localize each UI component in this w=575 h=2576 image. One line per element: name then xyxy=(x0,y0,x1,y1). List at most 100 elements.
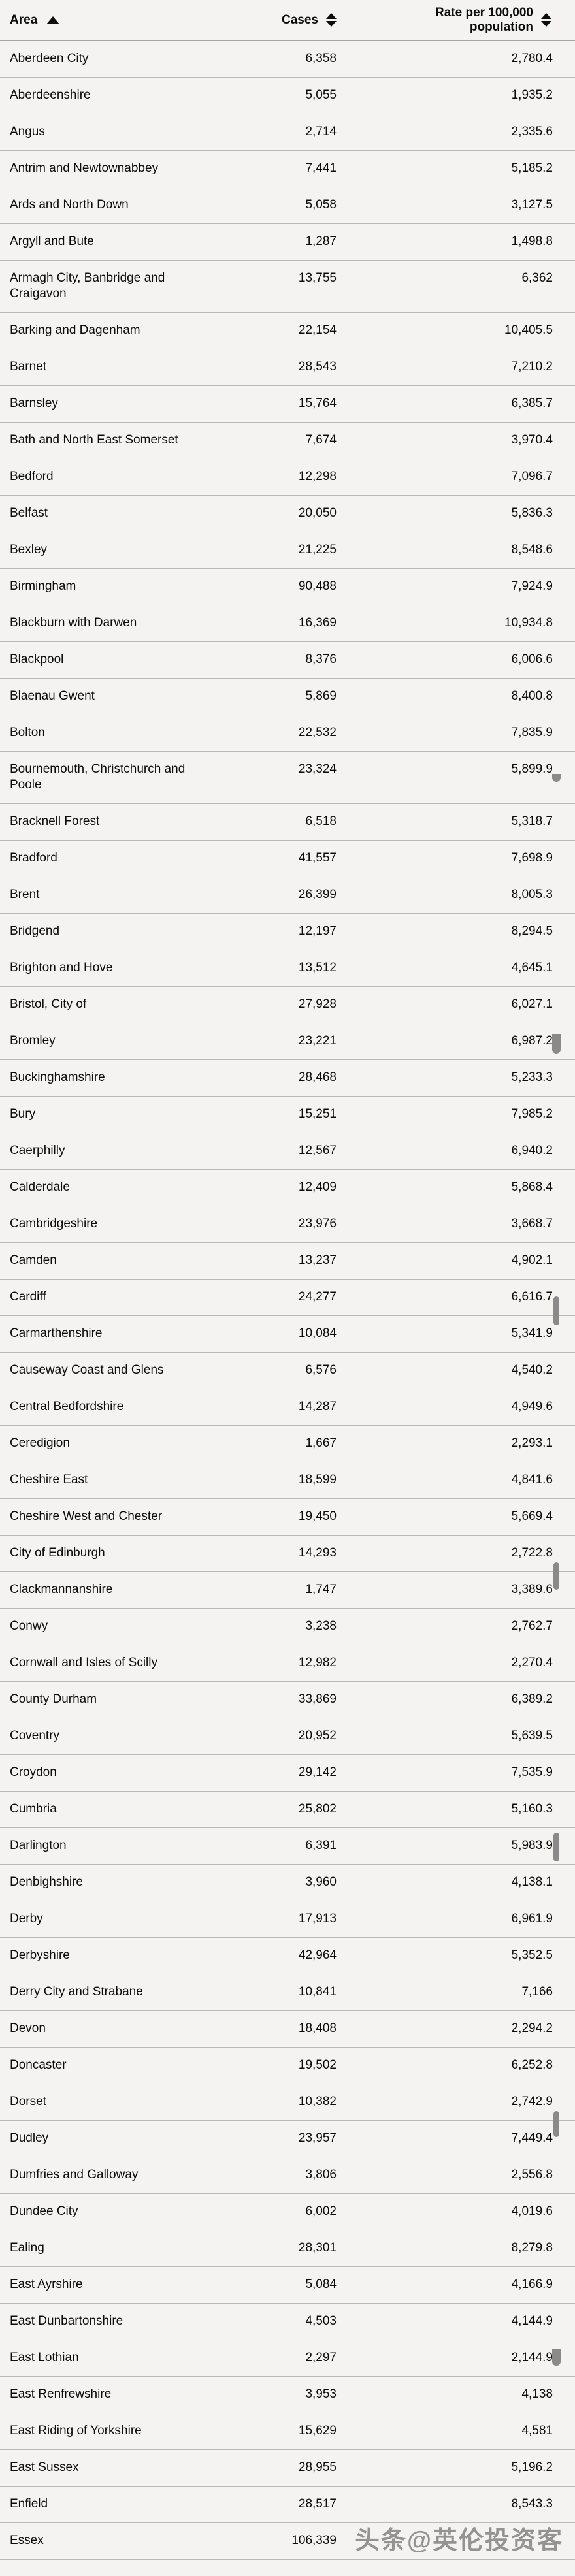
column-label-area: Area xyxy=(10,12,38,27)
scrollbar-thumb-fragment[interactable] xyxy=(552,1034,561,1054)
area-cell: Central Bedfordshire xyxy=(0,1389,209,1426)
watermark: 头条@英伦投资客 xyxy=(354,2527,563,2554)
table-row: Barnet 28,543 7,210.2 xyxy=(0,349,575,386)
table-row: Cheshire East 18,599 4,841.6 xyxy=(0,1462,575,1499)
cases-cell: 28,955 xyxy=(209,2449,337,2487)
cases-cell: 15,629 xyxy=(209,2413,337,2450)
cases-cell: 6,391 xyxy=(209,1827,337,1865)
table-row: Croydon 29,142 7,535.9 xyxy=(0,1754,575,1792)
table-row: East Riding of Yorkshire 15,629 4,581 xyxy=(0,2413,575,2450)
scrollbar-thumb-fragment[interactable] xyxy=(552,2349,561,2366)
rate-cell: 5,196.2 xyxy=(337,2449,575,2487)
rate-cell: 1,498.8 xyxy=(337,223,575,261)
rate-cell: 8,005.3 xyxy=(337,877,575,914)
rate-cell: 7,166 xyxy=(337,1974,575,2011)
area-cell: Buckinghamshire xyxy=(0,1059,209,1097)
table-body: Aberdeen City 6,358 2,780.4 Aberdeenshire 5,… xyxy=(0,40,575,2560)
rate-cell: 6,961.9 xyxy=(337,1901,575,1938)
rate-cell: 2,335.6 xyxy=(337,114,575,151)
cases-cell: 6,518 xyxy=(209,803,337,841)
rate-cell: 4,841.6 xyxy=(337,1462,575,1499)
cases-cell: 90,488 xyxy=(209,568,337,605)
rate-cell: 6,385.7 xyxy=(337,385,575,423)
rate-cell: 4,902.1 xyxy=(337,1242,575,1280)
rate-cell: 7,535.9 xyxy=(337,1754,575,1792)
area-cell: Angus xyxy=(0,114,209,151)
rate-cell: 10,934.8 xyxy=(337,605,575,642)
cases-cell: 23,324 xyxy=(209,751,337,804)
area-cell: Bury xyxy=(0,1096,209,1133)
cases-cell: 23,976 xyxy=(209,1206,337,1243)
area-cell: Bristol, City of xyxy=(0,986,209,1023)
table-row: County Durham 33,869 6,389.2 xyxy=(0,1681,575,1718)
column-label-rate: Rate per 100,000 population xyxy=(435,5,533,34)
cases-cell: 13,237 xyxy=(209,1242,337,1280)
header-row: Area Cases Rate per 100,000 population xyxy=(0,0,575,41)
area-cell: Doncaster xyxy=(0,2047,209,2084)
scrollbar-thumb-fragment[interactable] xyxy=(553,1833,559,1861)
scrollbar-thumb-fragment[interactable] xyxy=(553,1296,559,1325)
rate-cell: 6,006.6 xyxy=(337,641,575,679)
table-row: Bedford 12,298 7,096.7 xyxy=(0,459,575,496)
table-row: Camden 13,237 4,902.1 xyxy=(0,1242,575,1280)
column-header-rate[interactable]: Rate per 100,000 population xyxy=(337,0,575,41)
area-cell: Denbighshire xyxy=(0,1864,209,1901)
scrollbar-thumb-fragment[interactable] xyxy=(553,1562,559,1590)
rate-cell: 7,985.2 xyxy=(337,1096,575,1133)
cases-cell: 5,869 xyxy=(209,678,337,715)
area-cell: Barking and Dagenham xyxy=(0,312,209,349)
table-row: Bradford 41,557 7,698.9 xyxy=(0,840,575,877)
area-cell: Dudley xyxy=(0,2120,209,2157)
table-row: Brighton and Hove 13,512 4,645.1 xyxy=(0,950,575,987)
rate-cell: 7,698.9 xyxy=(337,840,575,877)
table-row: Central Bedfordshire 14,287 4,949.6 xyxy=(0,1389,575,1426)
area-cell: Argyll and Bute xyxy=(0,223,209,261)
area-cell: Clackmannanshire xyxy=(0,1571,209,1609)
table-row: Dundee City 6,002 4,019.6 xyxy=(0,2193,575,2230)
rate-cell: 2,762.7 xyxy=(337,1608,575,1645)
scrollbar-thumb-fragment[interactable] xyxy=(553,2111,559,2137)
cases-cell: 6,576 xyxy=(209,1352,337,1389)
area-cell: Blackpool xyxy=(0,641,209,679)
rate-cell: 4,166.9 xyxy=(337,2266,575,2304)
rate-cell: 7,924.9 xyxy=(337,568,575,605)
area-cell: Ards and North Down xyxy=(0,187,209,224)
table-row: Bridgend 12,197 8,294.5 xyxy=(0,913,575,950)
cases-cell: 12,982 xyxy=(209,1645,337,1682)
table-row: Derby 17,913 6,961.9 xyxy=(0,1901,575,1938)
table-row: Ceredigion 1,667 2,293.1 xyxy=(0,1425,575,1462)
table-row: Belfast 20,050 5,836.3 xyxy=(0,495,575,532)
rate-cell: 5,341.9 xyxy=(337,1315,575,1353)
table-row: Bristol, City of 27,928 6,027.1 xyxy=(0,986,575,1023)
table-row: Cornwall and Isles of Scilly 12,982 2,270.… xyxy=(0,1645,575,1682)
rate-cell: 6,987.2 xyxy=(337,1023,575,1060)
table-row: Armagh City, Banbridge and Craigavon 13,7… xyxy=(0,260,575,313)
cases-cell: 12,298 xyxy=(209,459,337,496)
scrollbar-thumb-fragment[interactable] xyxy=(552,774,561,782)
cases-cell: 3,960 xyxy=(209,1864,337,1901)
table-row: Bath and North East Somerset 7,674 3,970.4 xyxy=(0,422,575,459)
rate-cell: 4,019.6 xyxy=(337,2193,575,2230)
cases-cell: 5,055 xyxy=(209,77,337,114)
table-row: Bolton 22,532 7,835.9 xyxy=(0,715,575,752)
cases-cell: 16,369 xyxy=(209,605,337,642)
column-header-area[interactable]: Area xyxy=(0,0,209,41)
cases-cell: 3,806 xyxy=(209,2157,337,2194)
table-row: Barking and Dagenham 22,154 10,405.5 xyxy=(0,312,575,349)
area-cell: Coventry xyxy=(0,1718,209,1755)
area-cell: Devon xyxy=(0,2010,209,2048)
area-cell: City of Edinburgh xyxy=(0,1535,209,1572)
table-row: Clackmannanshire 1,747 3,389.6 xyxy=(0,1571,575,1609)
area-cell: Carmarthenshire xyxy=(0,1315,209,1353)
cases-cell: 6,002 xyxy=(209,2193,337,2230)
cases-sort-icon xyxy=(326,13,337,27)
rate-cell: 6,616.7 xyxy=(337,1279,575,1316)
cases-cell: 26,399 xyxy=(209,877,337,914)
area-cell: Brent xyxy=(0,877,209,914)
rate-cell: 5,868.4 xyxy=(337,1169,575,1206)
column-header-cases[interactable]: Cases xyxy=(209,0,337,41)
cases-cell: 7,674 xyxy=(209,422,337,459)
rate-cell: 4,540.2 xyxy=(337,1352,575,1389)
table-row: East Ayrshire 5,084 4,166.9 xyxy=(0,2266,575,2304)
